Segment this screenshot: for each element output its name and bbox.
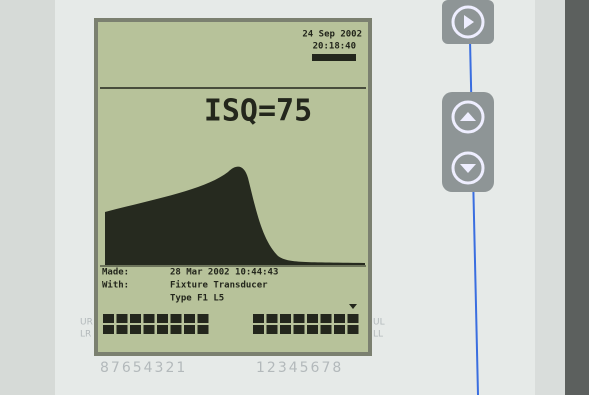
block xyxy=(144,314,155,323)
date: 24 Sep 2002 xyxy=(302,30,362,40)
block xyxy=(144,325,155,334)
right-edge xyxy=(565,0,589,395)
block xyxy=(184,325,195,334)
device-photo: 24 Sep 2002 20:18:40 ISQ=75 Made: 28 Mar… xyxy=(0,0,589,395)
block xyxy=(198,325,209,334)
block xyxy=(130,325,141,334)
with-value: Fixture Transducer xyxy=(170,280,268,291)
block xyxy=(130,314,141,323)
made-value: 28 Mar 2002 10:44:43 xyxy=(170,268,278,278)
block xyxy=(294,325,305,334)
block xyxy=(103,314,114,323)
block xyxy=(117,325,128,334)
block xyxy=(280,325,291,334)
arrow-buttons xyxy=(442,92,494,192)
block xyxy=(157,314,168,323)
right-scale: 12345678 xyxy=(256,360,343,376)
left-scale: 87654321 xyxy=(100,360,187,376)
type-value: Type F1 L5 xyxy=(170,294,224,304)
block xyxy=(117,314,128,323)
block xyxy=(198,314,209,323)
left-lower-label: LR xyxy=(80,330,91,340)
block xyxy=(321,314,332,323)
buttons xyxy=(442,0,494,192)
time: 20:18:40 xyxy=(313,42,356,52)
body-bevel xyxy=(535,0,565,395)
block xyxy=(348,314,359,323)
block xyxy=(348,325,359,334)
battery xyxy=(312,54,356,61)
block xyxy=(253,314,264,323)
right-lower-label: LL xyxy=(373,330,383,340)
block xyxy=(103,325,114,334)
block xyxy=(171,325,182,334)
block xyxy=(171,314,182,323)
block xyxy=(334,325,345,334)
block xyxy=(184,314,195,323)
right-upper-label: UL xyxy=(373,318,385,328)
block xyxy=(334,314,345,323)
block xyxy=(307,325,318,334)
block xyxy=(307,314,318,323)
left-upper-label: UR xyxy=(80,318,93,328)
block xyxy=(280,314,291,323)
block xyxy=(253,325,264,334)
block xyxy=(294,314,305,323)
left-edge xyxy=(0,0,55,395)
isq-reading: ISQ=75 xyxy=(204,94,312,129)
with-label: With: xyxy=(102,280,129,291)
block xyxy=(267,325,278,334)
block xyxy=(267,314,278,323)
made-label: Made: xyxy=(102,268,129,278)
block xyxy=(157,325,168,334)
block xyxy=(321,325,332,334)
